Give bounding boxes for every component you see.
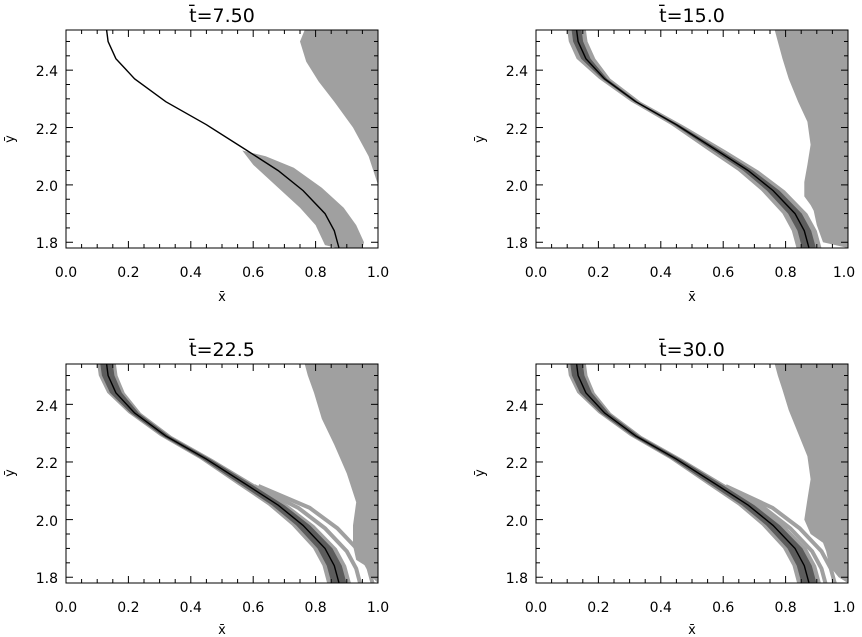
x-tick-label: 0.8 xyxy=(304,265,326,281)
y-tick-label: 1.8 xyxy=(506,236,528,252)
y-tick-label: 2.4 xyxy=(36,399,58,415)
center-line xyxy=(105,364,340,583)
panel-3: t̄=22.5 0.0 0.2 0.4 0.6 0.8 1.0 1.8 2.0 … xyxy=(3,337,389,637)
filament xyxy=(721,484,828,583)
y-tick-label: 2.2 xyxy=(506,456,528,472)
y-tick-label: 2.2 xyxy=(36,122,58,138)
right-region xyxy=(300,30,378,185)
axis-ticks xyxy=(65,364,379,583)
right-region xyxy=(774,30,848,248)
plot-area xyxy=(97,364,378,583)
x-tick-label: 0.8 xyxy=(774,265,796,281)
panel-1: t̄=7.50 0.0 0.2 0.4 0.6 0.8 1.0 1.8 2.0 … xyxy=(3,3,389,305)
y-tick-label: 2.4 xyxy=(506,64,528,80)
x-tick-label: 1.0 xyxy=(833,600,855,616)
x-tick-label: 0.0 xyxy=(525,265,547,281)
x-tick-label: 0.0 xyxy=(55,265,77,281)
y-tick-label: 1.8 xyxy=(36,236,58,252)
x-tick-label: 0.0 xyxy=(55,600,77,616)
x-tick-label: 0.2 xyxy=(117,265,139,281)
x-tick-label: 1.0 xyxy=(833,265,855,281)
y-tick-label: 1.8 xyxy=(506,571,528,587)
x-tick-label: 0.4 xyxy=(650,265,672,281)
y-axis-label: ȳ xyxy=(3,135,18,143)
y-tick-label: 2.4 xyxy=(36,64,58,80)
axis-ticks xyxy=(65,30,379,248)
y-tick-label: 2.0 xyxy=(36,179,58,195)
panel-title: t̄=30.0 xyxy=(659,337,725,361)
y-axis-label: ȳ xyxy=(473,135,488,143)
y-tick-label: 2.4 xyxy=(506,399,528,415)
x-tick-label: 0.8 xyxy=(774,600,796,616)
x-tick-label: 0.6 xyxy=(712,600,734,616)
x-tick-label: 0.8 xyxy=(304,600,326,616)
center-line xyxy=(105,30,340,248)
y-axis-label: ȳ xyxy=(473,469,488,477)
y-tick-label: 2.2 xyxy=(506,122,528,138)
x-tick-label: 1.0 xyxy=(367,265,389,281)
x-tick-label: 1.0 xyxy=(367,600,389,616)
x-tick-label: 0.4 xyxy=(650,600,672,616)
panel-title: t̄=22.5 xyxy=(189,337,255,361)
x-tick-label: 0.4 xyxy=(180,600,202,616)
x-axis-label: x̄ xyxy=(218,290,226,305)
x-tick-label: 0.2 xyxy=(587,600,609,616)
y-tick-label: 1.8 xyxy=(36,571,58,587)
center-line xyxy=(575,364,810,583)
y-tick-label: 2.0 xyxy=(36,514,58,530)
filament xyxy=(253,484,363,583)
x-axis-label: x̄ xyxy=(218,623,226,637)
plot-area xyxy=(567,364,848,583)
light-band xyxy=(567,30,822,248)
x-tick-label: 0.6 xyxy=(242,265,264,281)
right-region xyxy=(304,364,378,583)
center-line xyxy=(575,30,810,248)
x-tick-label: 0.6 xyxy=(242,600,264,616)
x-tick-label: 0.2 xyxy=(587,265,609,281)
y-tick-label: 2.0 xyxy=(506,179,528,195)
x-axis-label: x̄ xyxy=(688,623,696,637)
axis-ticks xyxy=(535,30,849,248)
panel-title: t̄=15.0 xyxy=(659,3,725,27)
light-band xyxy=(242,150,364,248)
right-region xyxy=(774,364,848,583)
x-tick-label: 0.6 xyxy=(712,265,734,281)
axis-ticks xyxy=(535,364,849,583)
panel-4: t̄=30.0 0.0 0.2 0.4 0.6 0.8 1.0 1.8 2.0 … xyxy=(473,337,855,637)
plot-area xyxy=(105,30,378,248)
panel-title: t̄=7.50 xyxy=(189,3,255,27)
filament xyxy=(724,484,837,583)
y-axis-label: ȳ xyxy=(3,469,18,477)
x-axis-label: x̄ xyxy=(688,290,696,305)
x-tick-label: 0.2 xyxy=(117,600,139,616)
y-tick-label: 2.2 xyxy=(36,456,58,472)
plot-area xyxy=(567,30,848,248)
panel-2: t̄=15.0 0.0 0.2 0.4 0.6 0.8 1.0 1.8 2.0 … xyxy=(473,3,855,305)
y-tick-label: 2.0 xyxy=(506,514,528,530)
x-tick-label: 0.0 xyxy=(525,600,547,616)
x-tick-label: 0.4 xyxy=(180,265,202,281)
filament xyxy=(257,484,375,583)
